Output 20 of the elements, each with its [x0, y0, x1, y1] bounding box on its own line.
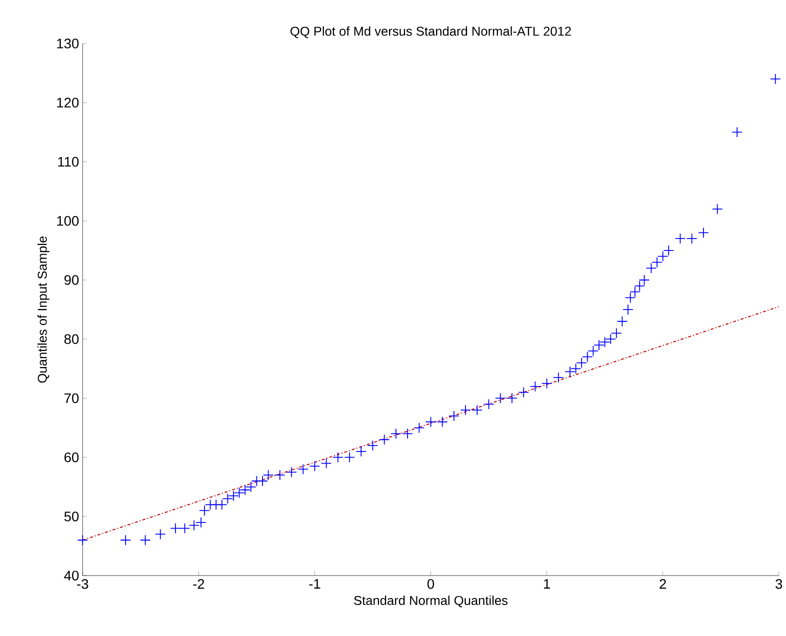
y-tick-label: 100: [57, 216, 79, 226]
x-tick-label: -3: [77, 579, 88, 589]
y-tick-label: 50: [64, 512, 79, 522]
y-tick-label: 70: [64, 393, 79, 404]
y-tick-label: 90: [64, 275, 79, 285]
y-tick-label: 120: [57, 98, 79, 108]
x-tick-label: 1: [544, 579, 550, 589]
y-tick-label: 130: [57, 38, 79, 48]
x-tick-label: -1: [309, 579, 320, 589]
y-tick-label: 60: [64, 452, 79, 462]
x-tick-label: 3: [776, 579, 782, 589]
y-tick-label: 80: [64, 334, 79, 344]
x-tick-label: -2: [193, 579, 204, 589]
x-axis-title: Standard Normal Quantiles: [354, 596, 508, 608]
chart-title: QQ Plot of Md versus Standard Normal-ATL 2012: [290, 26, 571, 38]
y-tick-label: 40: [64, 570, 79, 581]
y-tick-label: 110: [58, 156, 79, 167]
x-tick-label: 2: [660, 579, 666, 589]
x-tick-label: 0: [427, 579, 434, 589]
y-axis-title: Quantiles of Input Sample: [37, 236, 50, 383]
